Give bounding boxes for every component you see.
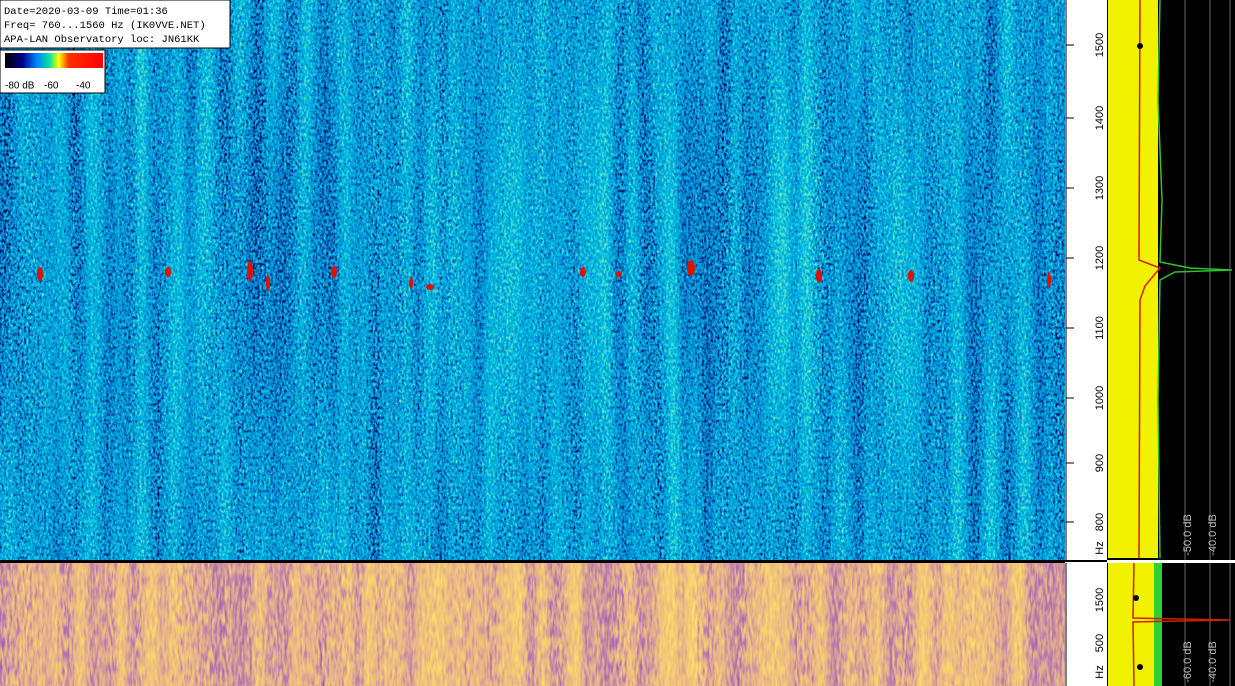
- marker: [1133, 595, 1139, 601]
- y-tick-label: 900: [1094, 454, 1106, 472]
- db-label: -40.0 dB: [1207, 514, 1219, 556]
- y-tick-label: 1000: [1094, 386, 1106, 410]
- colorbar: [5, 53, 103, 68]
- colorbar-label: -80 dB: [5, 81, 35, 92]
- average-trace: [1132, 562, 1231, 686]
- marker: [1137, 43, 1143, 49]
- marker: [1137, 664, 1143, 670]
- y-tick-label: 1300: [1094, 176, 1106, 200]
- spectrum-fill: [1108, 0, 1158, 558]
- info-box: [0, 0, 231, 49]
- y-tick-label: 1400: [1094, 106, 1106, 130]
- y-tick-label: 800: [1094, 513, 1106, 531]
- signal-blips: [37, 260, 1051, 291]
- db-label: -60.0 dB: [1182, 641, 1194, 683]
- spectrum-trace: [1157, 0, 1233, 559]
- y-tick-label: 500: [1094, 634, 1106, 652]
- y-tick-label: 1500: [1094, 33, 1106, 57]
- info-line: Date=2020-03-09 Time=01:36: [4, 6, 168, 18]
- colorbar-label: -40: [76, 81, 91, 92]
- y-tick-label: Hz: [1094, 541, 1106, 554]
- spectrum-grid: [1184, 0, 1231, 686]
- y-tick-label: 1500: [1094, 588, 1106, 612]
- axis-strip: [1065, 0, 1107, 686]
- db-label: -50.0 dB: [1182, 514, 1194, 556]
- y-tick-label: 1100: [1094, 316, 1106, 340]
- spectrum-trace: [1154, 563, 1162, 686]
- waterfall-bottom: [0, 563, 1065, 686]
- db-label: -40.0 dB: [1207, 641, 1219, 683]
- divider: [0, 560, 1065, 563]
- y-tick-label: 1200: [1094, 246, 1106, 270]
- waterfall-top: [0, 0, 1065, 560]
- spectrum-fill: [1108, 563, 1154, 686]
- y-tick-label: Hz: [1094, 665, 1106, 678]
- colorbar-label: -60: [44, 81, 59, 92]
- average-trace: [1138, 0, 1162, 559]
- info-line: APA-LAN Observatory loc: JN61KK: [4, 34, 200, 46]
- db-label: -60.0 dB: [1159, 514, 1171, 556]
- info-line: Freq= 760...1560 Hz (IK0VVE.NET): [4, 20, 206, 32]
